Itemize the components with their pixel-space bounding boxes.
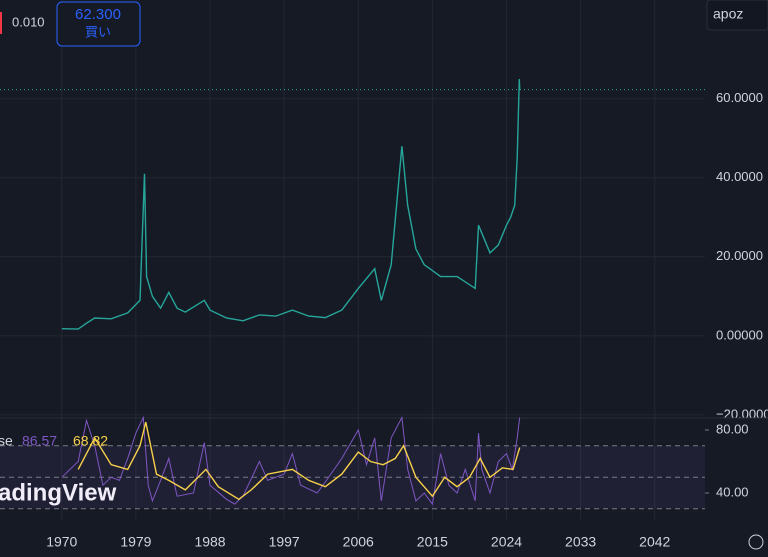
y-tick-label: −20.0000 xyxy=(716,406,768,421)
watermark: adingView xyxy=(0,479,117,506)
user-name: apoz xyxy=(713,6,743,22)
x-tick-label: 2015 xyxy=(417,534,448,550)
x-tick-label: 2033 xyxy=(565,534,596,550)
x-tick-label: 1970 xyxy=(46,534,77,550)
x-tick-label: 1997 xyxy=(269,534,300,550)
buy-button[interactable] xyxy=(56,1,141,47)
x-tick-label: 2006 xyxy=(343,534,374,550)
user-box[interactable] xyxy=(706,0,768,31)
x-tick-label: 1988 xyxy=(194,534,225,550)
y-tick-label: 40.0000 xyxy=(716,169,763,184)
price-line xyxy=(61,78,521,330)
y-tick-label: 60.0000 xyxy=(716,90,763,105)
x-tick-label: 2024 xyxy=(491,534,522,550)
buy-label: 買い xyxy=(85,24,111,39)
x-tick-label: 1979 xyxy=(120,534,151,550)
y-tick-label: 0.00000 xyxy=(716,327,763,342)
x-tick-label: 2042 xyxy=(639,534,670,550)
y-tick-label: 20.0000 xyxy=(716,248,763,263)
buy-price: 62.300 xyxy=(75,6,121,23)
rsi-line xyxy=(77,421,521,501)
rsi-line xyxy=(61,415,521,506)
rsi-tick-label: 80.00 xyxy=(716,421,749,436)
rsi-label: se xyxy=(0,433,13,449)
settings-icon[interactable] xyxy=(748,534,764,550)
rsi-value: 68.82 xyxy=(73,433,108,449)
rsi-tick-label: 40.00 xyxy=(716,484,749,499)
sell-edge[interactable] xyxy=(0,12,2,34)
rsi-value: 86.57 xyxy=(22,433,57,449)
quantity: 0.010 xyxy=(12,14,45,29)
